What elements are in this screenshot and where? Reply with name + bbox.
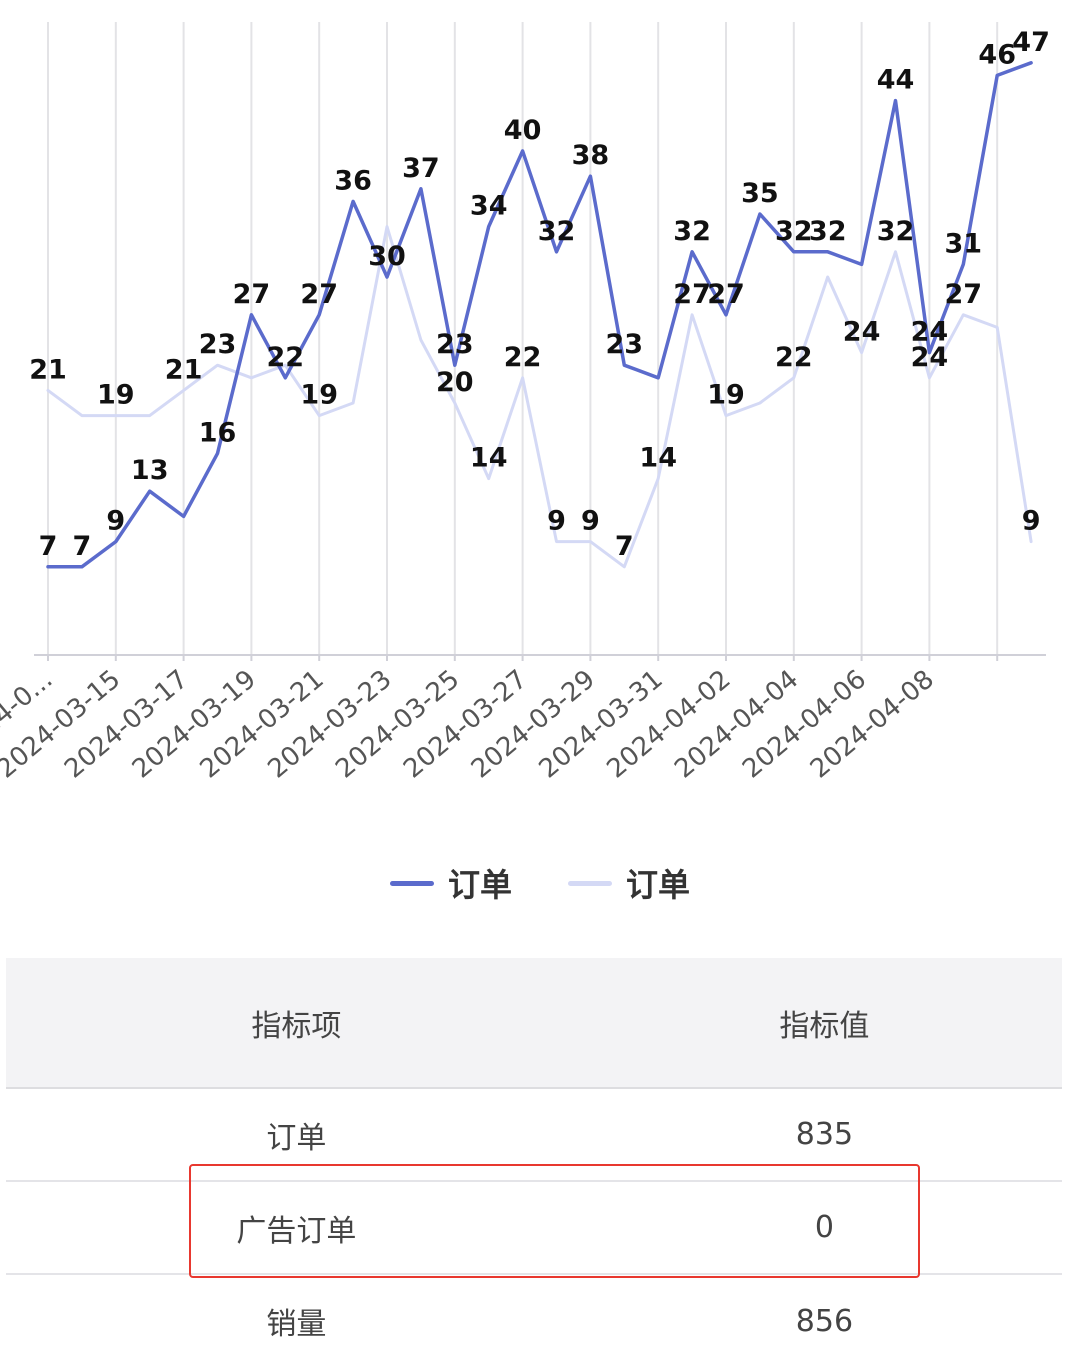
data-label: 23	[199, 329, 237, 360]
table-row: 订单 835	[6, 1088, 1062, 1181]
data-label: 14	[470, 443, 508, 474]
data-label: 7	[39, 531, 58, 562]
table-cell-value: 0	[814, 1210, 834, 1245]
chart-legend: 订单 订单	[0, 855, 1080, 911]
data-label: 13	[131, 455, 169, 486]
data-label: 31	[945, 228, 983, 259]
data-label: 32	[538, 216, 576, 247]
data-label: 40	[504, 115, 542, 146]
data-label: 32	[877, 216, 915, 247]
table-header-metric-item: 指标项	[6, 958, 587, 1089]
data-label: 9	[581, 506, 600, 537]
data-label: 19	[300, 380, 338, 411]
table-cell-name: 订单	[266, 1120, 327, 1156]
data-label: 27	[233, 279, 271, 310]
data-label: 27	[707, 279, 745, 310]
table-header-metric-value: 指标值	[586, 958, 1062, 1089]
data-label: 36	[334, 165, 372, 196]
data-label: 46	[978, 39, 1016, 70]
table-row: 销量 856	[6, 1274, 1062, 1367]
data-label: 20	[436, 367, 474, 398]
legend-swatch-series-1	[389, 880, 434, 886]
data-label: 9	[547, 506, 566, 537]
series-line-1	[46, 61, 1033, 569]
legend-label-series-2: 订单	[626, 866, 691, 904]
data-label: 47	[1012, 27, 1050, 58]
data-label: 23	[606, 329, 644, 360]
data-label: 27	[673, 279, 711, 310]
data-label: 38	[572, 140, 610, 171]
legend-swatch-series-2	[568, 880, 612, 886]
data-label: 32	[775, 216, 813, 247]
data-label: 22	[267, 342, 305, 373]
data-label: 32	[673, 216, 711, 247]
data-label: 21	[165, 354, 203, 385]
table-header-row: 指标项 指标值	[6, 958, 1062, 1089]
table-cell-value: 835	[795, 1117, 854, 1152]
data-label: 9	[106, 506, 125, 537]
data-label: 37	[402, 153, 440, 184]
data-label: 7	[615, 531, 634, 562]
data-label: 21	[29, 354, 67, 385]
data-label: 9	[1022, 506, 1041, 537]
table-cell-name: 广告订单	[236, 1213, 357, 1249]
data-label: 19	[707, 380, 745, 411]
metric-table: 指标项 指标值 订单 835 广告订单 0 销量 856	[6, 958, 1062, 1367]
data-label: 44	[877, 65, 915, 96]
data-label: 30	[368, 241, 406, 272]
data-label: 16	[199, 417, 237, 448]
line-chart: 2024-0... 2024-03-15 2024-03-17 2024-03-19 2…	[0, 22, 1050, 784]
data-label: 7	[73, 531, 92, 562]
data-label: 22	[504, 342, 542, 373]
table-cell-value: 856	[795, 1303, 854, 1339]
data-label: 35	[741, 178, 779, 209]
data-label: 32	[809, 216, 847, 247]
series-line-2	[46, 225, 1033, 569]
data-label: 24	[911, 342, 949, 373]
data-label: 14	[639, 443, 677, 474]
data-label: 24	[843, 317, 881, 348]
data-label: 34	[470, 191, 508, 222]
legend-item-series-1[interactable]: 订单	[389, 860, 512, 906]
table-cell-name: 销量	[266, 1307, 327, 1342]
data-label: 27	[945, 279, 983, 310]
legend-item-series-2[interactable]: 订单	[568, 860, 690, 906]
data-label: 24	[911, 317, 949, 348]
table-row: 广告订单 0	[6, 1181, 1062, 1274]
data-label: 23	[436, 329, 474, 360]
chart-svg: 2024-0...2024-03-152024-03-172024-03-192…	[0, 22, 1050, 784]
data-label: 19	[97, 380, 135, 411]
data-label: 22	[775, 342, 813, 373]
data-label: 27	[300, 279, 338, 310]
legend-label-series-1: 订单	[447, 866, 512, 904]
